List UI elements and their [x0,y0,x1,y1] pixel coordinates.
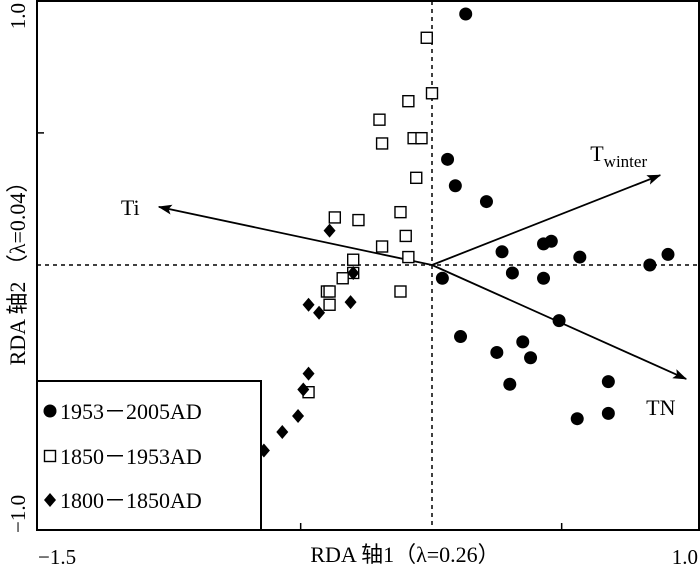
data-point-filled-circle [448,179,462,193]
data-point-filled-circle [503,377,517,391]
legend-marker-filled-circle [43,404,57,418]
sample-points [257,7,675,458]
data-point-filled-diamond [302,366,315,381]
data-point-open-square [394,205,407,219]
data-point-open-square [336,272,349,285]
data-point-filled-circle [643,258,657,272]
data-point-filled-circle [601,406,615,420]
data-point-filled-diamond [302,297,315,312]
environment-vectors: Ti Twinter TN [121,141,688,420]
data-point-filled-circle [495,245,509,259]
data-point-filled-circle [516,335,530,349]
data-point-filled-circle [490,345,504,359]
data-point-filled-circle [544,234,558,248]
data-point-filled-circle [661,247,675,261]
y-tick-label-max: 1.0 [6,3,30,29]
x-tick-label-max: 1.0 [672,545,698,569]
vector-arrow-twinter [431,174,662,266]
legend: 1953－2005AD 1850－1953AD 1800－1850AD [36,380,262,531]
data-point-filled-diamond [313,305,326,320]
legend-label: 1953－2005AD [60,399,202,424]
data-point-filled-diamond [292,409,305,424]
data-point-filled-circle [441,152,455,166]
data-point-open-square [415,131,428,145]
data-point-open-square [347,253,360,266]
data-point-open-square [373,113,386,126]
data-point-filled-circle [537,271,551,285]
data-point-filled-circle [601,375,615,389]
legend-marker-filled-diamond [44,493,56,507]
legend-label: 1850－1953AD [60,444,202,469]
data-point-filled-circle [479,195,493,209]
x-tick-label-min: −1.5 [38,545,76,569]
vector-arrow-ti [157,204,433,266]
vector-label-tn: TN [646,395,675,420]
legend-box [36,380,262,531]
data-point-filled-diamond [276,424,289,439]
vector-label-twinter: Twinter [590,141,647,171]
data-point-filled-circle [552,314,566,328]
data-point-open-square [399,229,412,243]
data-point-filled-circle [459,7,473,21]
data-point-filled-circle [505,266,519,280]
data-point-open-square [323,285,336,298]
legend-label: 1800－1850AD [60,488,202,513]
y-tick-label-min: −1.0 [6,495,30,533]
data-point-open-square [402,250,415,264]
data-point-filled-circle [573,250,587,264]
data-point-open-square [375,240,389,253]
y-axis-title: RDA 轴2 （λ=0.04） [5,171,30,366]
data-point-filled-circle [570,412,584,426]
legend-marker-open-square [43,449,57,463]
data-point-filled-circle [454,330,468,344]
vector-label-ti: Ti [121,195,140,220]
data-point-open-square [402,94,415,108]
data-point-filled-diamond [297,382,310,397]
x-axis-title: RDA 轴1（λ=0.26） [310,542,499,567]
data-point-open-square [375,137,389,150]
data-point-open-square [328,211,342,224]
data-point-filled-diamond [323,223,336,238]
data-point-open-square [352,213,365,227]
data-point-open-square [410,171,423,185]
data-point-filled-circle [524,351,538,365]
data-point-open-square [323,298,336,311]
data-point-filled-diamond [344,295,357,310]
data-point-filled-diamond [347,265,360,280]
data-point-open-square [394,285,407,298]
data-point-open-square [420,31,433,44]
data-point-open-square [425,87,439,100]
data-point-filled-circle [435,271,449,285]
